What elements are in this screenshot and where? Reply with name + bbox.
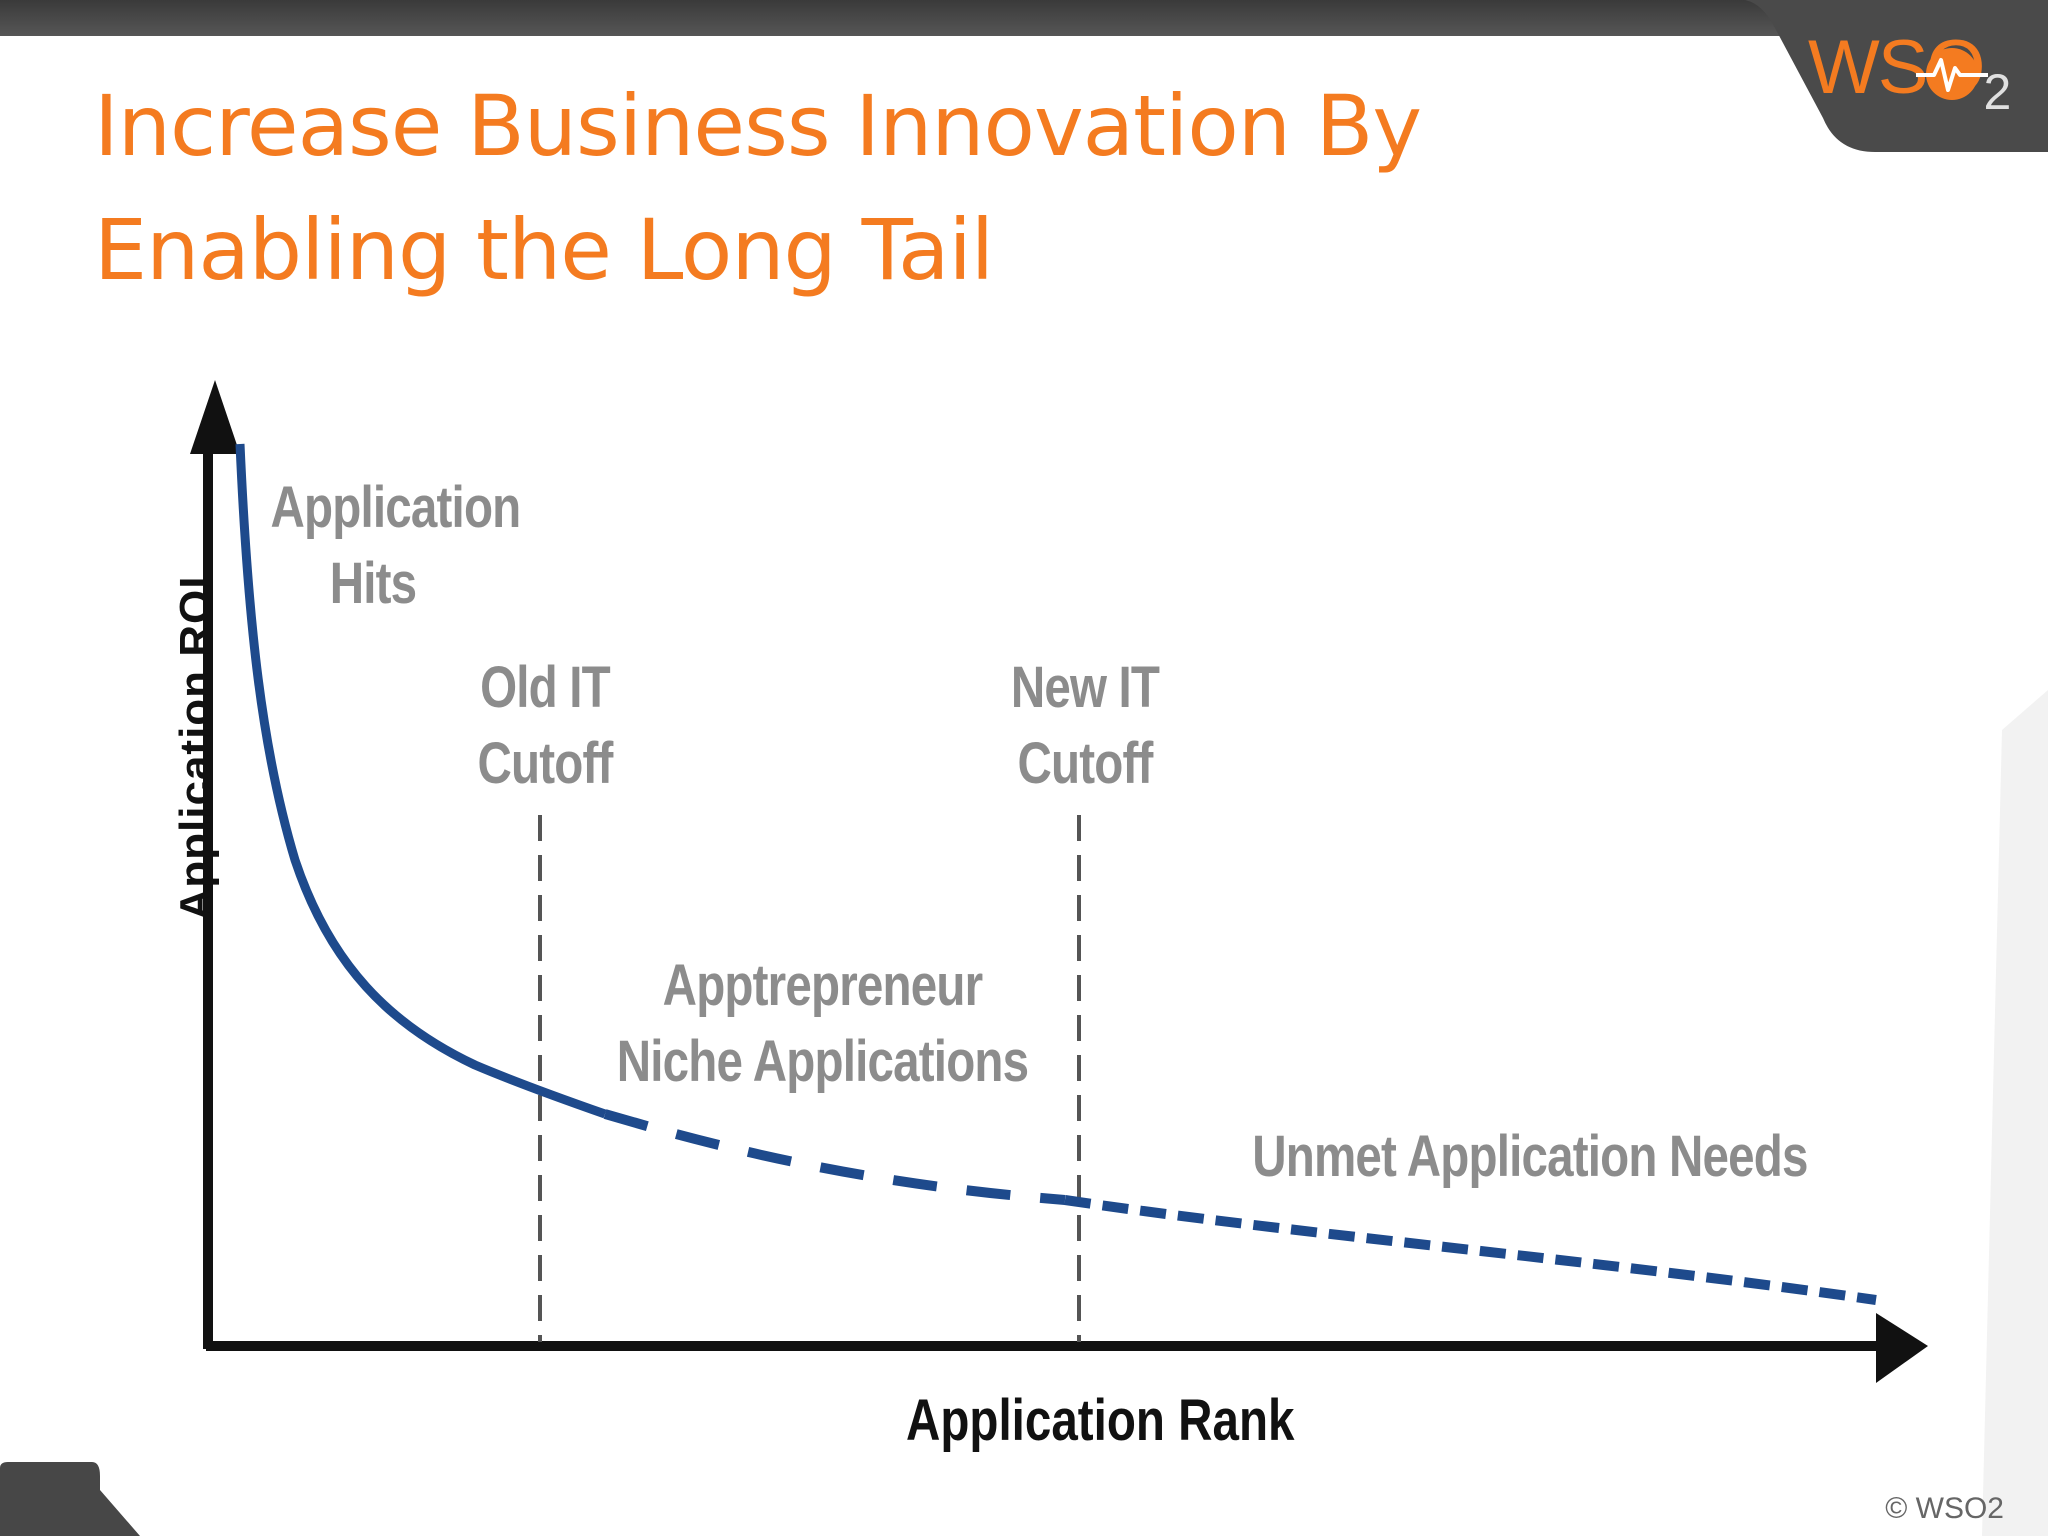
decorative-shape-left [0,1462,140,1536]
diagram-panel [100,300,1982,1500]
logo-tab [1745,0,2048,152]
copyright-notice: © WSO2 [1885,1492,2004,1525]
top-bar [0,0,2048,36]
y-axis-arrowhead [190,380,240,454]
label-new-it-line2: Cutoff [1017,731,1153,796]
x-axis-label: Application Rank [906,1388,1295,1453]
long-tail-curve-long-dash [603,1109,1066,1205]
long-tail-curve-solid [235,443,607,1119]
label-old-it-line1: Old IT [480,655,611,720]
label-niche-applications: Apptrepreneur Niche Applications [615,948,1029,1100]
label-unmet-application-needs: Unmet Application Needs [1252,1124,1808,1189]
x-axis-arrowhead [1876,1313,1928,1383]
decorative-shape-right [1982,690,2048,1536]
title-line-2: Enabling the Long Tail [94,201,994,299]
long-tail-curve-short-dash [1064,1195,1877,1305]
label-old-it-cutoff: Old IT Cutoff [451,650,640,802]
label-application-hits-line1: Application [270,475,522,540]
logo-subscript: 2 [1983,64,2012,120]
y-axis-label: Application ROI [171,575,220,921]
slide-title: Increase Business Innovation By Enabling… [94,64,1422,312]
label-application-hits-line2: Hits [329,551,417,616]
label-old-it-line2: Cutoff [477,731,613,796]
heartbeat-icon [1916,58,1988,92]
label-new-it-line1: New IT [1010,655,1160,720]
label-niche-line2: Niche Applications [616,1029,1029,1094]
title-line-1: Increase Business Innovation By [94,77,1422,175]
label-niche-line1: Apptrepreneur [662,953,983,1018]
label-new-it-cutoff: New IT Cutoff [987,650,1184,802]
label-application-hits: Application Hits [270,470,522,622]
